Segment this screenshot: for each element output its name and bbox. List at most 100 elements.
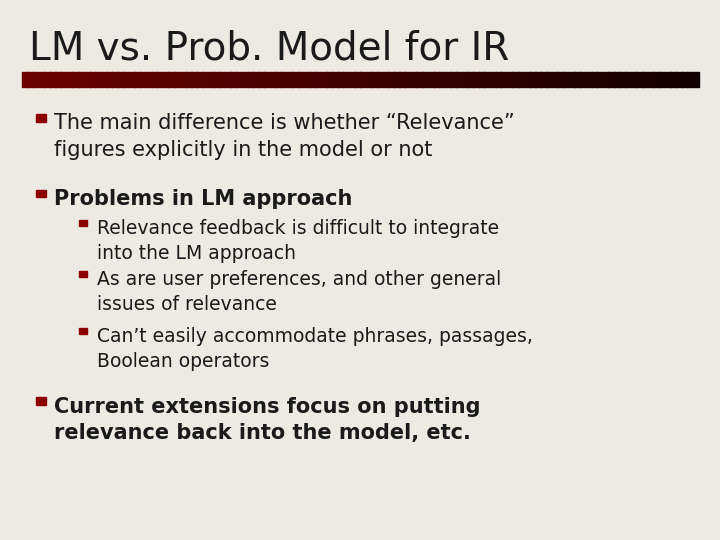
Bar (310, 72, 315, 87)
Bar (518, 72, 524, 87)
Bar (225, 72, 231, 87)
Bar (642, 72, 649, 87)
Bar (281, 72, 287, 87)
Bar (416, 72, 423, 87)
Bar (670, 72, 677, 87)
Bar (428, 72, 434, 87)
Text: As are user preferences, and other general
issues of relevance: As are user preferences, and other gener… (97, 270, 501, 314)
Bar (552, 72, 558, 87)
Bar (625, 72, 631, 87)
Bar (202, 72, 209, 87)
Bar (450, 72, 456, 87)
Bar (84, 72, 90, 87)
Bar (101, 72, 107, 87)
Bar (36, 397, 46, 405)
Bar (79, 220, 87, 226)
Bar (569, 72, 575, 87)
Bar (33, 72, 39, 87)
Bar (382, 72, 389, 87)
Bar (123, 72, 130, 87)
Bar (61, 72, 68, 87)
Text: LM vs. Prob. Model for IR: LM vs. Prob. Model for IR (29, 30, 509, 68)
Bar (377, 72, 383, 87)
Bar (608, 72, 615, 87)
Bar (523, 72, 530, 87)
Bar (665, 72, 671, 87)
Bar (580, 72, 586, 87)
Bar (242, 72, 248, 87)
Bar (360, 72, 366, 87)
Bar (67, 72, 73, 87)
Bar (541, 72, 547, 87)
Bar (648, 72, 654, 87)
Bar (444, 72, 451, 87)
Bar (117, 72, 124, 87)
Bar (614, 72, 620, 87)
Bar (366, 72, 372, 87)
Bar (95, 72, 102, 87)
Bar (394, 72, 400, 87)
Bar (36, 190, 46, 197)
Bar (659, 72, 665, 87)
Bar (129, 72, 135, 87)
Bar (298, 72, 305, 87)
Bar (135, 72, 141, 87)
Bar (473, 72, 480, 87)
Text: Current extensions focus on putting
relevance back into the model, etc.: Current extensions focus on putting rele… (54, 397, 480, 443)
Bar (636, 72, 643, 87)
Bar (338, 72, 344, 87)
Bar (304, 72, 310, 87)
Bar (168, 72, 175, 87)
Bar (247, 72, 253, 87)
Bar (140, 72, 146, 87)
Bar (157, 72, 163, 87)
Bar (343, 72, 349, 87)
Bar (575, 72, 580, 87)
Bar (78, 72, 84, 87)
Bar (348, 72, 355, 87)
Bar (163, 72, 169, 87)
Bar (405, 72, 412, 87)
Bar (22, 72, 28, 87)
Bar (72, 72, 78, 87)
Bar (619, 72, 626, 87)
Bar (535, 72, 541, 87)
Bar (315, 72, 321, 87)
Bar (585, 72, 592, 87)
Text: Relevance feedback is difficult to integrate
into the LM approach: Relevance feedback is difficult to integ… (97, 219, 500, 262)
Text: The main difference is whether “Relevance”
figures explicitly in the model or no: The main difference is whether “Relevanc… (54, 113, 515, 160)
Bar (354, 72, 361, 87)
Bar (207, 72, 214, 87)
Bar (507, 72, 513, 87)
Bar (39, 72, 45, 87)
Bar (501, 72, 508, 87)
Bar (292, 72, 299, 87)
Bar (151, 72, 158, 87)
Bar (422, 72, 428, 87)
Bar (79, 328, 87, 334)
Bar (107, 72, 112, 87)
Bar (439, 72, 445, 87)
Bar (287, 72, 293, 87)
Bar (145, 72, 152, 87)
Bar (687, 72, 693, 87)
Bar (557, 72, 564, 87)
Bar (191, 72, 197, 87)
Bar (253, 72, 259, 87)
Bar (372, 72, 378, 87)
Bar (332, 72, 338, 87)
Bar (50, 72, 56, 87)
Bar (676, 72, 683, 87)
Bar (631, 72, 637, 87)
Bar (495, 72, 502, 87)
Bar (258, 72, 265, 87)
Bar (230, 72, 237, 87)
Bar (79, 271, 87, 278)
Bar (529, 72, 536, 87)
Bar (490, 72, 496, 87)
Bar (456, 72, 462, 87)
Bar (681, 72, 688, 87)
Bar (320, 72, 327, 87)
Bar (410, 72, 417, 87)
Bar (462, 72, 468, 87)
